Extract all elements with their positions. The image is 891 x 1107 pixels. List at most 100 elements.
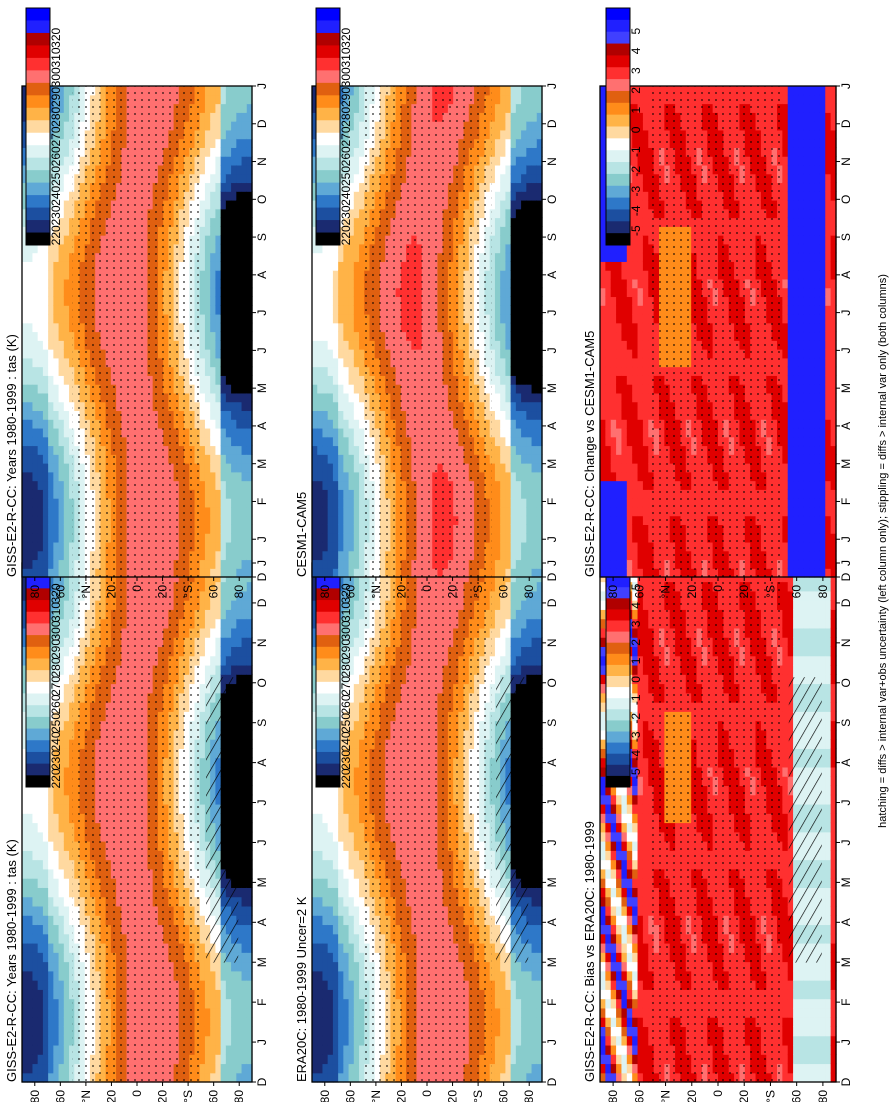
field-cell <box>32 288 38 297</box>
field-cell <box>236 112 242 121</box>
field-cell <box>32 340 38 349</box>
field-cell <box>221 244 227 253</box>
field-cell <box>242 182 248 191</box>
field-cell <box>22 1063 28 1073</box>
field-cell <box>48 296 54 305</box>
field-cell <box>43 323 49 332</box>
field-cell <box>64 897 70 907</box>
field-cell <box>43 915 49 925</box>
field-cell <box>43 934 49 944</box>
field-cell <box>38 980 44 990</box>
field-cell <box>27 906 33 916</box>
field-cell <box>43 533 49 542</box>
field-cell <box>242 130 248 139</box>
field-cell <box>22 1073 28 1083</box>
field-cell <box>22 375 28 384</box>
field-cell <box>221 86 227 95</box>
field-cell <box>215 533 221 542</box>
field-cell <box>221 314 227 323</box>
field-cell <box>43 1026 49 1036</box>
field-cell <box>32 962 38 972</box>
field-cell <box>22 410 28 419</box>
field-cell <box>48 823 54 833</box>
field-cell <box>226 367 232 376</box>
colorbar-label: 290 <box>49 639 63 659</box>
field-cell <box>48 279 54 288</box>
field-cell <box>48 559 54 568</box>
field-cell <box>64 463 70 472</box>
field-cell <box>231 139 237 148</box>
field-cell <box>22 887 28 897</box>
field-cell <box>38 1073 44 1083</box>
field-cell <box>236 454 242 463</box>
field-cell <box>53 367 59 376</box>
field-cell <box>27 288 33 297</box>
field-cell <box>205 340 211 349</box>
field-cell <box>59 860 65 870</box>
field-cell <box>59 323 65 332</box>
field-cell <box>53 887 59 897</box>
field-cell <box>38 989 44 999</box>
field-cell <box>231 419 237 428</box>
field-cell <box>221 139 227 148</box>
colorbar-label: 240 <box>49 731 63 751</box>
field-cell <box>226 209 232 218</box>
field-cell <box>38 261 44 270</box>
field-cell <box>231 999 237 1009</box>
field-cell <box>27 332 33 341</box>
field-cell <box>32 989 38 999</box>
field-cell <box>242 832 248 842</box>
field-cell <box>53 253 59 262</box>
field-cell <box>221 568 227 577</box>
field-cell <box>64 1026 70 1036</box>
field-cell <box>226 410 232 419</box>
field-cell <box>242 498 248 507</box>
field-cell <box>64 568 70 577</box>
field-cell <box>53 841 59 851</box>
field-cell <box>242 860 248 870</box>
field-cell <box>242 419 248 428</box>
field-cell <box>226 419 232 428</box>
field-cell <box>64 507 70 516</box>
field-cell <box>226 1026 232 1036</box>
field-cell <box>27 924 33 934</box>
field-cell <box>210 235 216 244</box>
field-cell <box>231 1063 237 1073</box>
field-cell <box>53 419 59 428</box>
field-cell <box>22 498 28 507</box>
field-cell <box>59 296 65 305</box>
field-cell <box>32 507 38 516</box>
field-cell <box>210 637 216 647</box>
field-cell <box>64 924 70 934</box>
field-cell <box>22 296 28 305</box>
field-cell <box>210 980 216 990</box>
field-cell <box>242 112 248 121</box>
field-cell <box>236 375 242 384</box>
field-cell <box>226 95 232 104</box>
field-cell <box>22 507 28 516</box>
field-cell <box>32 498 38 507</box>
field-cell <box>64 340 70 349</box>
field-cell <box>210 962 216 972</box>
field-cell <box>226 600 232 610</box>
field-cell <box>43 962 49 972</box>
field-cell <box>215 489 221 498</box>
field-cell <box>64 542 70 551</box>
field-cell <box>221 130 227 139</box>
field-cell <box>205 637 211 647</box>
field-cell <box>22 481 28 490</box>
field-cell <box>27 314 33 323</box>
field-cell <box>59 1063 65 1073</box>
field-cell <box>231 279 237 288</box>
field-cell <box>64 628 70 638</box>
field-cell <box>32 559 38 568</box>
field-cell <box>242 1073 248 1083</box>
field-cell <box>59 507 65 516</box>
field-cell <box>236 1045 242 1055</box>
field-cell <box>226 270 232 279</box>
field-cell <box>32 393 38 402</box>
field-cell <box>64 498 70 507</box>
field-cell <box>27 795 33 805</box>
field-cell <box>59 533 65 542</box>
